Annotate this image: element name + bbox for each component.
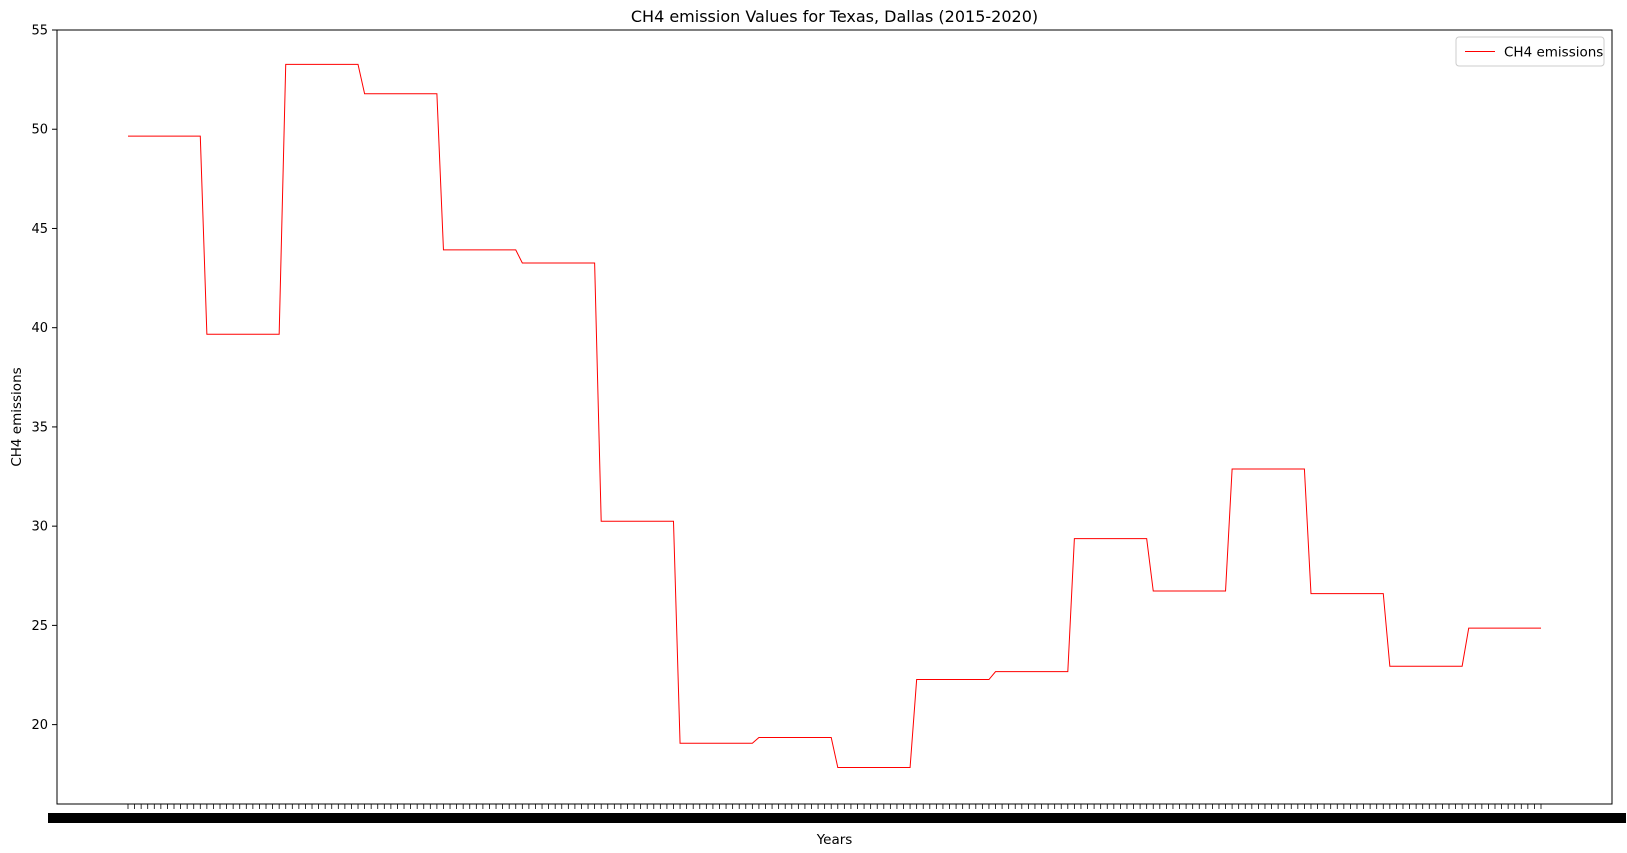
plot-area-frame <box>56 29 1613 805</box>
y-tick-label: 20 <box>31 718 48 733</box>
x-axis-tick-labels <box>48 813 1626 823</box>
legend-box <box>1455 36 1605 67</box>
legend: CH4 emissions <box>1455 36 1605 67</box>
y-axis-label: CH4 emissions <box>9 367 25 466</box>
y-tick-label: 30 <box>31 520 48 535</box>
y-tick-label: 55 <box>31 24 48 39</box>
y-axis-ticks: 20 25 30 35 40 45 50 55 <box>31 24 57 733</box>
y-tick-label: 50 <box>31 123 48 138</box>
x-axis-label: Years <box>816 832 853 848</box>
x-tick-labels-overlap <box>48 813 1626 823</box>
chart-title: CH4 emission Values for Texas, Dallas (2… <box>631 7 1038 26</box>
x-axis-ticks <box>127 804 1542 809</box>
y-tick-label: 35 <box>31 420 48 435</box>
legend-label: CH4 emissions <box>1504 45 1603 61</box>
y-tick-label: 40 <box>31 321 48 336</box>
series-line-ch4-emissions <box>128 63 1541 768</box>
y-tick-label: 45 <box>31 222 48 237</box>
y-tick-label: 25 <box>31 619 48 634</box>
